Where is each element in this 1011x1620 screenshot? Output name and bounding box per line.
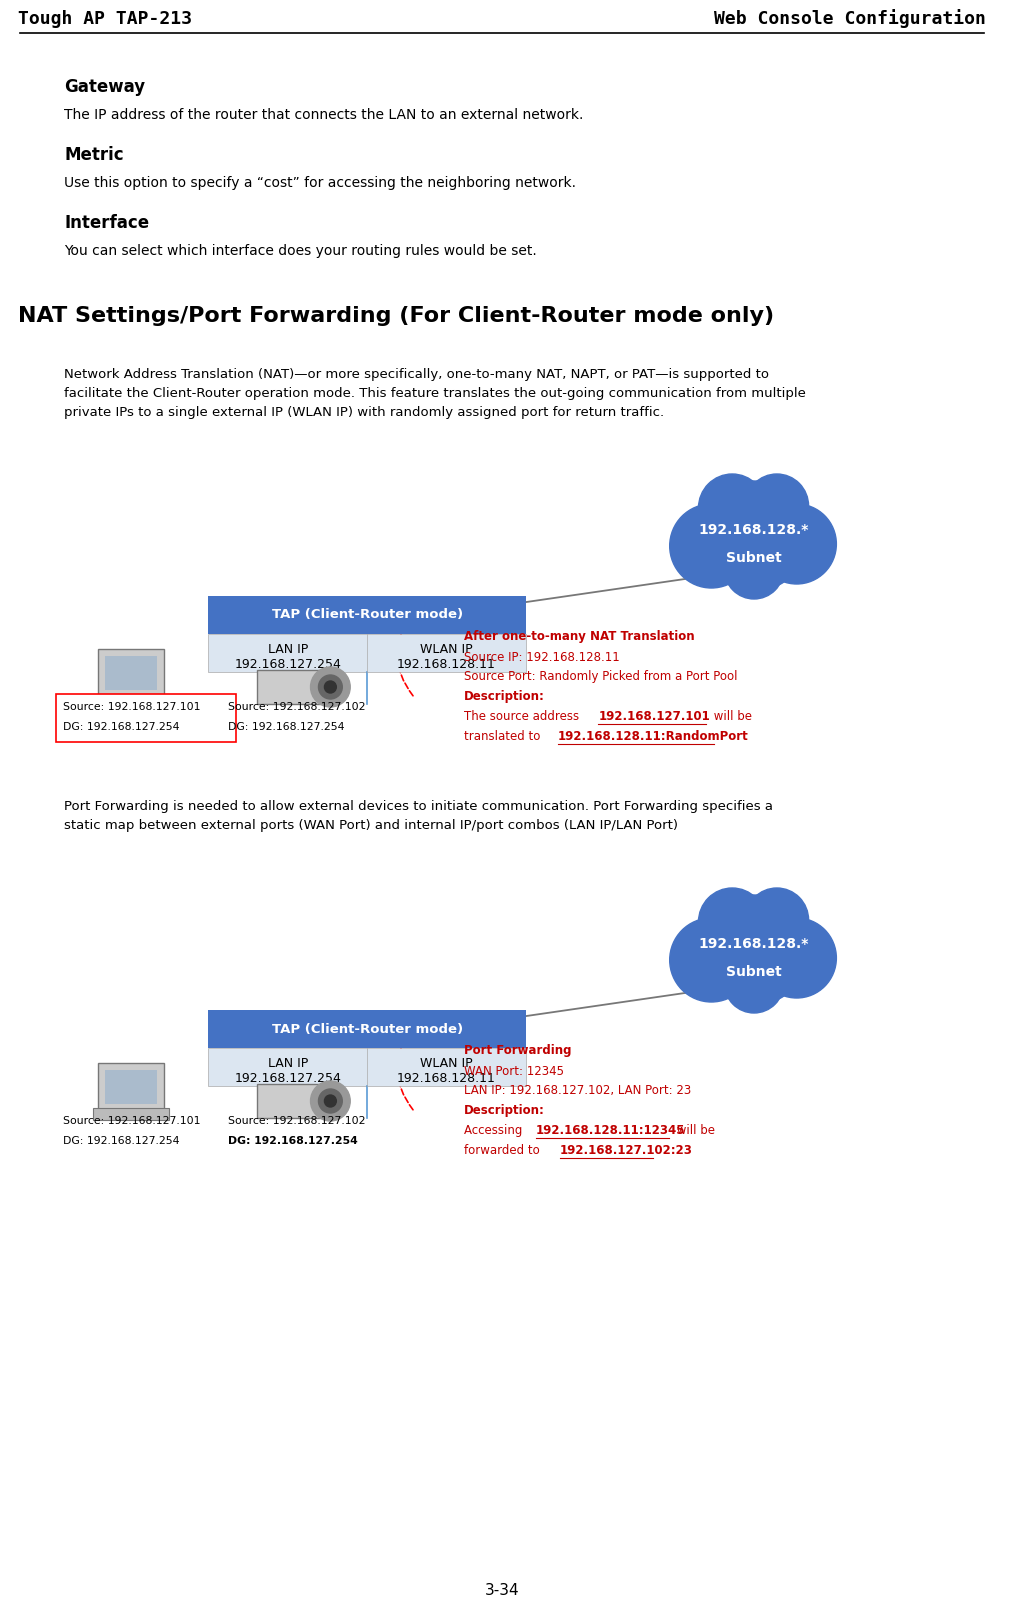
Text: 192.168.128.11:RandomPort: 192.168.128.11:RandomPort — [557, 731, 747, 744]
Text: translated to: translated to — [464, 731, 544, 744]
Text: Source: 192.168.127.101: Source: 192.168.127.101 — [64, 701, 201, 713]
Text: Network Address Translation (NAT)—or more specifically, one-to-many NAT, NAPT, o: Network Address Translation (NAT)—or mor… — [65, 368, 806, 420]
Text: Source Port: Randomly Picked from a Port Pool: Source Port: Randomly Picked from a Port… — [464, 671, 737, 684]
Circle shape — [724, 953, 783, 1012]
Text: 192.168.128.11: 192.168.128.11 — [396, 658, 495, 671]
FancyBboxPatch shape — [105, 1069, 157, 1103]
Text: WLAN IP: WLAN IP — [420, 643, 472, 656]
Text: Subnet: Subnet — [726, 551, 782, 565]
Circle shape — [310, 1081, 350, 1121]
Circle shape — [669, 919, 752, 1003]
Circle shape — [318, 676, 342, 698]
Text: Gateway: Gateway — [65, 78, 146, 96]
Circle shape — [318, 1089, 342, 1113]
Text: DG: 192.168.127.254: DG: 192.168.127.254 — [64, 723, 180, 732]
Circle shape — [699, 481, 808, 591]
Circle shape — [699, 894, 808, 1004]
Text: Description:: Description: — [464, 690, 545, 703]
Text: will be: will be — [672, 1124, 714, 1137]
Circle shape — [756, 504, 835, 583]
Text: DG: 192.168.127.254: DG: 192.168.127.254 — [64, 1136, 180, 1145]
Text: Subnet: Subnet — [726, 966, 782, 978]
Text: Port Forwarding is needed to allow external devices to initiate communication. P: Port Forwarding is needed to allow exter… — [65, 800, 772, 833]
FancyBboxPatch shape — [98, 1063, 164, 1111]
Text: Source IP: 192.168.128.11: Source IP: 192.168.128.11 — [464, 651, 620, 664]
FancyBboxPatch shape — [208, 1048, 526, 1085]
Text: LAN IP: LAN IP — [267, 643, 307, 656]
Text: will be: will be — [710, 710, 751, 723]
Text: forwarded to: forwarded to — [464, 1144, 543, 1157]
Text: 192.168.128.11: 192.168.128.11 — [396, 1072, 495, 1085]
Text: Source: 192.168.127.101: Source: 192.168.127.101 — [64, 1116, 201, 1126]
Circle shape — [310, 667, 350, 706]
Text: 3-34: 3-34 — [484, 1583, 519, 1597]
Text: WAN Port: 12345: WAN Port: 12345 — [464, 1064, 564, 1077]
Circle shape — [744, 475, 808, 538]
Text: 192.168.127.102:23: 192.168.127.102:23 — [559, 1144, 692, 1157]
Text: TAP (Client-Router mode): TAP (Client-Router mode) — [271, 609, 462, 622]
Text: Source: 192.168.127.102: Source: 192.168.127.102 — [227, 701, 365, 713]
Text: The source address: The source address — [464, 710, 582, 723]
Text: TAP (Client-Router mode): TAP (Client-Router mode) — [271, 1022, 462, 1035]
Text: LAN IP: LAN IP — [267, 1056, 307, 1069]
Text: After one-to-many NAT Translation: After one-to-many NAT Translation — [464, 630, 695, 643]
FancyBboxPatch shape — [208, 633, 526, 672]
FancyBboxPatch shape — [208, 1009, 526, 1048]
Circle shape — [744, 888, 808, 953]
FancyBboxPatch shape — [105, 656, 157, 690]
Text: The IP address of the router that connects the LAN to an external network.: The IP address of the router that connec… — [65, 109, 583, 122]
FancyBboxPatch shape — [98, 650, 164, 697]
FancyBboxPatch shape — [93, 1108, 169, 1119]
FancyBboxPatch shape — [56, 693, 236, 742]
Text: Metric: Metric — [65, 146, 124, 164]
Text: DG: 192.168.127.254: DG: 192.168.127.254 — [227, 723, 345, 732]
Text: 192.168.128.*: 192.168.128.* — [699, 936, 809, 951]
Text: 192.168.127.254: 192.168.127.254 — [235, 1072, 341, 1085]
Text: Web Console Configuration: Web Console Configuration — [714, 10, 985, 28]
Text: Description:: Description: — [464, 1103, 545, 1118]
Circle shape — [669, 504, 752, 588]
FancyBboxPatch shape — [257, 671, 320, 705]
Text: Accessing: Accessing — [464, 1124, 526, 1137]
Text: Use this option to specify a “cost” for accessing the neighboring network.: Use this option to specify a “cost” for … — [65, 177, 576, 190]
Text: WLAN IP: WLAN IP — [420, 1056, 472, 1069]
Text: 192.168.127.254: 192.168.127.254 — [235, 658, 341, 671]
Text: You can select which interface does your routing rules would be set.: You can select which interface does your… — [65, 245, 537, 258]
FancyBboxPatch shape — [257, 1084, 320, 1118]
FancyBboxPatch shape — [208, 596, 526, 633]
Text: Interface: Interface — [65, 214, 150, 232]
Text: DG: 192.168.127.254: DG: 192.168.127.254 — [227, 1136, 358, 1145]
Text: NAT Settings/Port Forwarding (For Client-Router mode only): NAT Settings/Port Forwarding (For Client… — [18, 306, 773, 326]
Text: Port Forwarding: Port Forwarding — [464, 1043, 571, 1056]
Circle shape — [698, 888, 765, 956]
Text: 192.168.128.11:12345: 192.168.128.11:12345 — [535, 1124, 684, 1137]
Text: Tough AP TAP-213: Tough AP TAP-213 — [18, 10, 192, 28]
Circle shape — [698, 475, 765, 543]
Circle shape — [724, 539, 783, 599]
Circle shape — [325, 1095, 336, 1106]
Text: 192.168.127.101: 192.168.127.101 — [598, 710, 710, 723]
Text: Source: 192.168.127.102: Source: 192.168.127.102 — [227, 1116, 365, 1126]
FancyBboxPatch shape — [93, 693, 169, 706]
Circle shape — [325, 680, 336, 693]
Text: 192.168.128.*: 192.168.128.* — [699, 523, 809, 536]
Text: LAN IP: 192.168.127.102, LAN Port: 23: LAN IP: 192.168.127.102, LAN Port: 23 — [464, 1084, 691, 1097]
Circle shape — [756, 919, 835, 998]
